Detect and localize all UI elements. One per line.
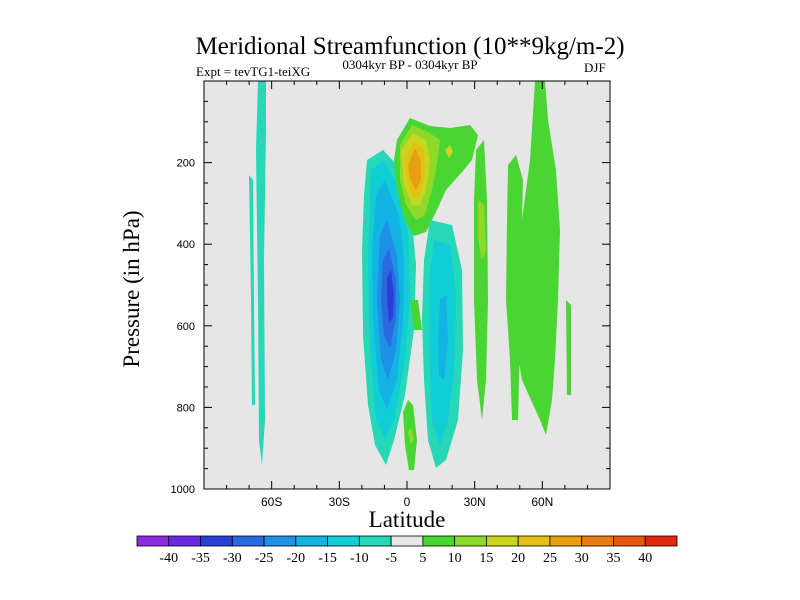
colorbar-box xyxy=(486,535,519,547)
colorbar-box xyxy=(581,535,614,547)
y-axis-label: Pressure (in hPa) xyxy=(119,210,144,367)
colorbar-box xyxy=(263,535,297,547)
axes: 60S 30S 0 30N 60N 200 400 600 800 1000 xyxy=(171,81,610,509)
colorbar-box xyxy=(422,535,456,547)
y-tick-label: 1000 xyxy=(171,484,195,496)
colorbar-box xyxy=(613,535,646,547)
contour-pos-30n xyxy=(474,140,488,420)
contour-band-60s xyxy=(256,81,266,465)
colorbar-label: -10 xyxy=(350,551,369,566)
contour-pos-70n xyxy=(566,300,571,395)
contour-pos-30n-inner xyxy=(478,200,486,260)
colorbar-label: 10 xyxy=(448,551,462,566)
chart-title: Meridional Streamfunction (10**9kg/m-2) xyxy=(195,33,624,60)
x-tick-label: 0 xyxy=(404,495,411,509)
y-tick-label: 400 xyxy=(177,239,195,251)
colorbar-box xyxy=(200,535,233,547)
contour-pos-50n xyxy=(506,155,525,420)
colorbar-box xyxy=(517,535,551,547)
colorbar-label: -20 xyxy=(286,551,305,566)
left-string: Expt = tevTG1-teiXG xyxy=(196,64,310,79)
colorbar-box xyxy=(644,535,678,547)
center-string: 0304kyr BP - 0304kyr BP xyxy=(342,57,477,72)
colorbar-box xyxy=(231,535,265,547)
colorbar-label: 35 xyxy=(606,551,620,566)
colorbar-box xyxy=(390,535,424,547)
colorbar-label: -30 xyxy=(223,551,242,566)
colorbar-label: -35 xyxy=(191,551,210,566)
colorbar-label: 30 xyxy=(575,551,589,566)
contour-equator-low-pos-inner xyxy=(408,428,414,445)
x-tick-label: 30N xyxy=(464,495,486,509)
y-tick-label: 200 xyxy=(177,158,195,170)
x-tick-label: 60S xyxy=(261,495,282,509)
contour-small-patch xyxy=(445,145,453,158)
colorbar-box xyxy=(549,535,583,547)
x-tick-label: 30S xyxy=(329,495,350,509)
colorbar-box xyxy=(136,535,170,547)
colorbar-label: 40 xyxy=(638,551,652,566)
colorbar-label: 25 xyxy=(543,551,557,566)
contour-equator-thin xyxy=(410,300,422,330)
colorbar-label: -40 xyxy=(159,551,178,566)
colorbar-label: 5 xyxy=(419,551,426,566)
colorbar-box xyxy=(327,535,360,547)
x-tick-label: 60N xyxy=(531,495,553,509)
contour-neg-m30 xyxy=(387,270,394,322)
y-tick-label: 800 xyxy=(177,402,195,414)
colorbar-label: 15 xyxy=(479,551,493,566)
y-tick-label: 600 xyxy=(177,321,195,333)
colorbar-box xyxy=(295,535,328,547)
colorbar-label: 20 xyxy=(511,551,525,566)
x-axis-label: Latitude xyxy=(369,507,446,532)
right-string: DJF xyxy=(584,60,606,75)
contour-pos-25 xyxy=(408,148,421,190)
contour-band-70s xyxy=(249,175,255,405)
colorbar: -40 -35 -30 -25 -20 -15 -10 -5 5 10 15 20 25 30 35 40 xyxy=(136,535,678,566)
colorbar-label: -25 xyxy=(255,551,274,566)
colorbar-label: -15 xyxy=(318,551,337,566)
colorbar-box xyxy=(168,535,201,547)
contour-neg-nh-m15 xyxy=(438,295,448,380)
colorbar-box xyxy=(358,535,392,547)
contour-pos-60n-wide xyxy=(515,81,560,435)
colorbar-box xyxy=(454,535,487,547)
contour-fills xyxy=(249,81,571,470)
colorbar-label: -5 xyxy=(385,551,397,566)
